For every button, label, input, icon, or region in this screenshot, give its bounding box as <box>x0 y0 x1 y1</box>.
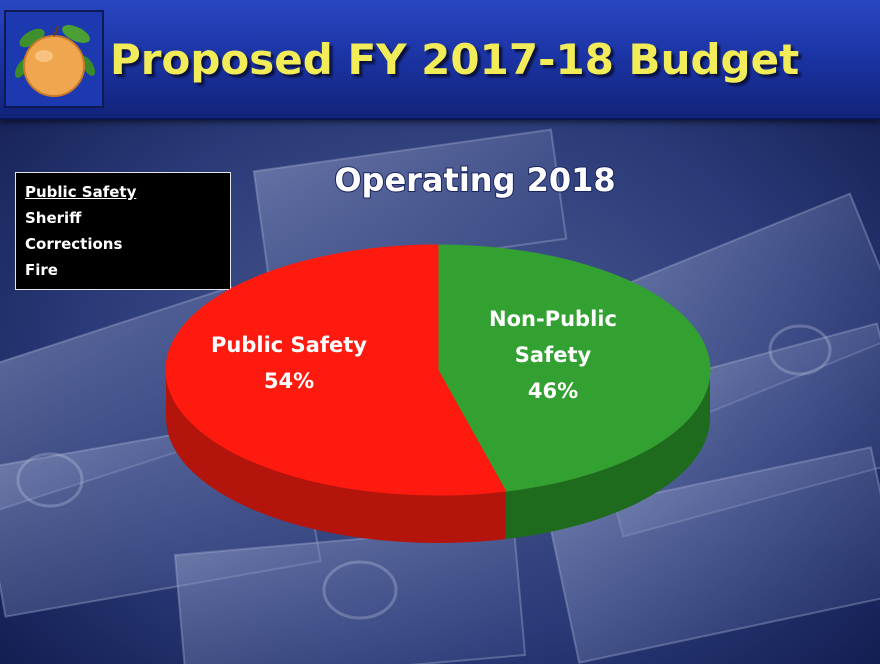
note-heading: Public Safety <box>25 183 137 201</box>
slice-percent-public-safety: 54% <box>264 369 314 393</box>
note-item-fire: Fire <box>25 261 58 279</box>
slice-label-non-public-safety: Non-Public <box>489 307 617 331</box>
slice-label-public-safety: Public Safety <box>211 333 367 357</box>
slice-side-public-safety <box>166 370 506 543</box>
public-safety-note-box: Public Safety Sheriff Corrections Fire <box>15 172 231 290</box>
slide-title: Proposed FY 2017-18 Budget <box>110 35 800 84</box>
slice-non-public-safety <box>437 244 711 492</box>
slice-label-non-public-safety: Safety <box>515 343 592 367</box>
slice-percent-non-public-safety: 46% <box>528 379 578 403</box>
slice-public-safety <box>165 244 507 496</box>
note-item-corrections: Corrections <box>25 235 123 253</box>
header-bar: Proposed FY 2017-18 Budget <box>0 0 880 120</box>
note-item-sheriff: Sheriff <box>25 209 82 227</box>
orange-fruit-icon <box>4 10 104 108</box>
slice-side-non-public-safety <box>505 370 710 540</box>
chart-title: Operating 2018 <box>334 161 615 199</box>
